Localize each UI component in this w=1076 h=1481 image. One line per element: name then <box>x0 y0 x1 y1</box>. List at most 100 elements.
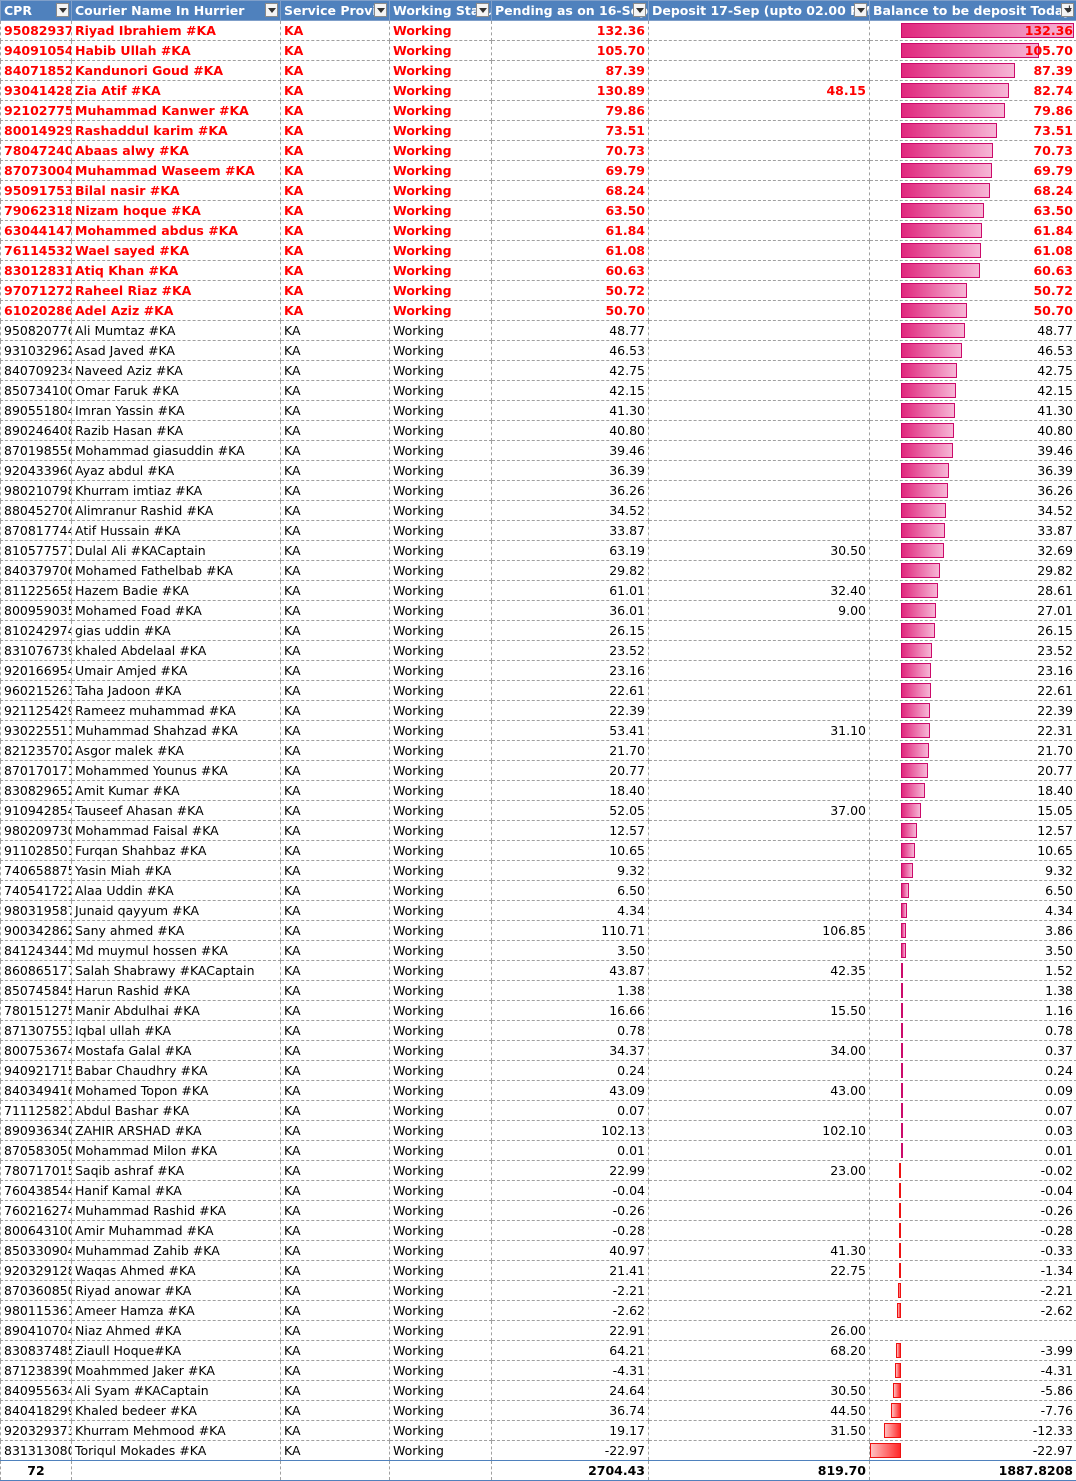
working-status-cell[interactable]: Working <box>389 1280 492 1301</box>
service-provider-cell[interactable]: KA <box>280 400 390 421</box>
filter-dropdown-icon[interactable] <box>374 3 387 17</box>
pending-cell[interactable]: 60.63 <box>491 260 649 281</box>
balance-cell[interactable]: 22.61 <box>869 680 1076 701</box>
working-status-cell[interactable]: Working <box>389 1000 492 1021</box>
balance-cell[interactable]: -7.76 <box>869 1400 1076 1421</box>
cpr-cell[interactable]: 831313080 <box>0 1440 72 1461</box>
cpr-cell[interactable]: 890936340 <box>0 1120 72 1141</box>
working-status-cell[interactable]: Working <box>389 1300 492 1321</box>
courier-name-cell[interactable]: Amir Muhammad #KA <box>71 1220 281 1241</box>
balance-cell[interactable]: 41.30 <box>869 400 1076 421</box>
courier-name-cell[interactable]: Mohamed Foad #KA <box>71 600 281 621</box>
cpr-cell[interactable]: 711125821 <box>0 1100 72 1121</box>
total-count[interactable]: 72 <box>0 1460 72 1481</box>
pending-cell[interactable]: 36.26 <box>491 480 649 501</box>
cpr-cell[interactable]: 880452706 <box>0 500 72 521</box>
courier-name-cell[interactable]: Zia Atif #KA <box>71 80 281 101</box>
cpr-cell[interactable]: 800149297 <box>0 120 72 141</box>
working-status-cell[interactable]: Working <box>389 420 492 441</box>
courier-name-cell[interactable]: Rashaddul karim #KA <box>71 120 281 141</box>
balance-cell[interactable]: 1.52 <box>869 960 1076 981</box>
cpr-cell[interactable]: 890551804 <box>0 400 72 421</box>
service-provider-cell[interactable]: KA <box>280 660 390 681</box>
balance-cell[interactable]: 48.77 <box>869 320 1076 341</box>
courier-name-cell[interactable]: Raheel Riaz #KA <box>71 280 281 301</box>
cpr-cell[interactable]: 870817744 <box>0 520 72 541</box>
working-status-cell[interactable]: Working <box>389 480 492 501</box>
cpr-cell[interactable]: 821235702 <box>0 740 72 761</box>
pending-cell[interactable]: 102.13 <box>491 1120 649 1141</box>
courier-name-cell[interactable]: Dulal Ali #KACaptain <box>71 540 281 561</box>
working-status-cell[interactable]: Working <box>389 540 492 561</box>
working-status-cell[interactable]: Working <box>389 60 492 81</box>
deposit-cell[interactable] <box>648 640 870 661</box>
cpr-cell[interactable]: 740541722 <box>0 880 72 901</box>
service-provider-cell[interactable]: KA <box>280 1080 390 1101</box>
filter-dropdown-icon[interactable] <box>633 3 646 17</box>
working-status-cell[interactable]: Working <box>389 80 492 101</box>
service-provider-cell[interactable]: KA <box>280 1300 390 1321</box>
courier-name-cell[interactable]: Rameez muhammad #KA <box>71 700 281 721</box>
service-provider-cell[interactable]: KA <box>280 680 390 701</box>
service-provider-cell[interactable]: KA <box>280 840 390 861</box>
courier-name-cell[interactable]: Atif Hussain #KA <box>71 520 281 541</box>
deposit-cell[interactable] <box>648 1280 870 1301</box>
working-status-cell[interactable]: Working <box>389 1320 492 1341</box>
courier-name-cell[interactable]: Hanif Kamal #KA <box>71 1180 281 1201</box>
deposit-cell[interactable] <box>648 760 870 781</box>
balance-cell[interactable]: 87.39 <box>869 60 1076 81</box>
balance-cell[interactable]: 4.34 <box>869 900 1076 921</box>
working-status-cell[interactable]: Working <box>389 1120 492 1141</box>
working-status-cell[interactable]: Working <box>389 1080 492 1101</box>
cpr-cell[interactable]: 870198556 <box>0 440 72 461</box>
balance-cell[interactable]: 79.86 <box>869 100 1076 121</box>
pending-cell[interactable]: 39.46 <box>491 440 649 461</box>
working-status-cell[interactable]: Working <box>389 1100 492 1121</box>
cpr-cell[interactable]: 890246408 <box>0 420 72 441</box>
balance-cell[interactable]: -4.31 <box>869 1360 1076 1381</box>
courier-name-cell[interactable]: Manir Abdulhai #KA <box>71 1000 281 1021</box>
cpr-cell[interactable]: 980319587 <box>0 900 72 921</box>
deposit-cell[interactable] <box>648 820 870 841</box>
balance-cell[interactable]: -12.33 <box>869 1420 1076 1441</box>
working-status-cell[interactable]: Working <box>389 160 492 181</box>
cpr-cell[interactable]: 830837485 <box>0 1340 72 1361</box>
balance-cell[interactable]: 39.46 <box>869 440 1076 461</box>
balance-cell[interactable]: -1.34 <box>869 1260 1076 1281</box>
service-provider-cell[interactable]: KA <box>280 1280 390 1301</box>
cpr-cell[interactable]: 850330904 <box>0 1240 72 1261</box>
cpr-cell[interactable]: 800643100 <box>0 1220 72 1241</box>
pending-cell[interactable]: 87.39 <box>491 60 649 81</box>
pending-cell[interactable]: 42.75 <box>491 360 649 381</box>
working-status-cell[interactable]: Working <box>389 1260 492 1281</box>
cpr-cell[interactable]: 800753674 <box>0 1040 72 1061</box>
pending-cell[interactable]: 26.15 <box>491 620 649 641</box>
service-provider-cell[interactable]: KA <box>280 280 390 301</box>
deposit-cell[interactable]: 34.00 <box>648 1040 870 1061</box>
service-provider-cell[interactable]: KA <box>280 1260 390 1281</box>
working-status-cell[interactable]: Working <box>389 1140 492 1161</box>
deposit-cell[interactable] <box>648 1200 870 1221</box>
courier-name-cell[interactable]: Yasin Miah #KA <box>71 860 281 881</box>
cpr-cell[interactable]: 840379706 <box>0 560 72 581</box>
courier-name-cell[interactable]: Mohammad Milon #KA <box>71 1140 281 1161</box>
pending-cell[interactable]: -0.04 <box>491 1180 649 1201</box>
service-provider-cell[interactable]: KA <box>280 740 390 761</box>
courier-name-cell[interactable]: Omar Faruk #KA <box>71 380 281 401</box>
working-status-cell[interactable]: Working <box>389 960 492 981</box>
pending-cell[interactable]: 63.19 <box>491 540 649 561</box>
deposit-cell[interactable] <box>648 20 870 41</box>
service-provider-cell[interactable]: KA <box>280 360 390 381</box>
deposit-cell[interactable]: 22.75 <box>648 1260 870 1281</box>
working-status-cell[interactable]: Working <box>389 680 492 701</box>
deposit-cell[interactable] <box>648 120 870 141</box>
courier-name-cell[interactable]: Naveed Aziz #KA <box>71 360 281 381</box>
col-header-pending[interactable]: Pending as on 16-Sep <box>491 0 649 21</box>
deposit-cell[interactable] <box>648 220 870 241</box>
pending-cell[interactable]: 40.97 <box>491 1240 649 1261</box>
working-status-cell[interactable]: Working <box>389 1400 492 1421</box>
working-status-cell[interactable]: Working <box>389 220 492 241</box>
pending-cell[interactable]: 0.01 <box>491 1140 649 1161</box>
service-provider-cell[interactable]: KA <box>280 440 390 461</box>
deposit-cell[interactable] <box>648 1020 870 1041</box>
